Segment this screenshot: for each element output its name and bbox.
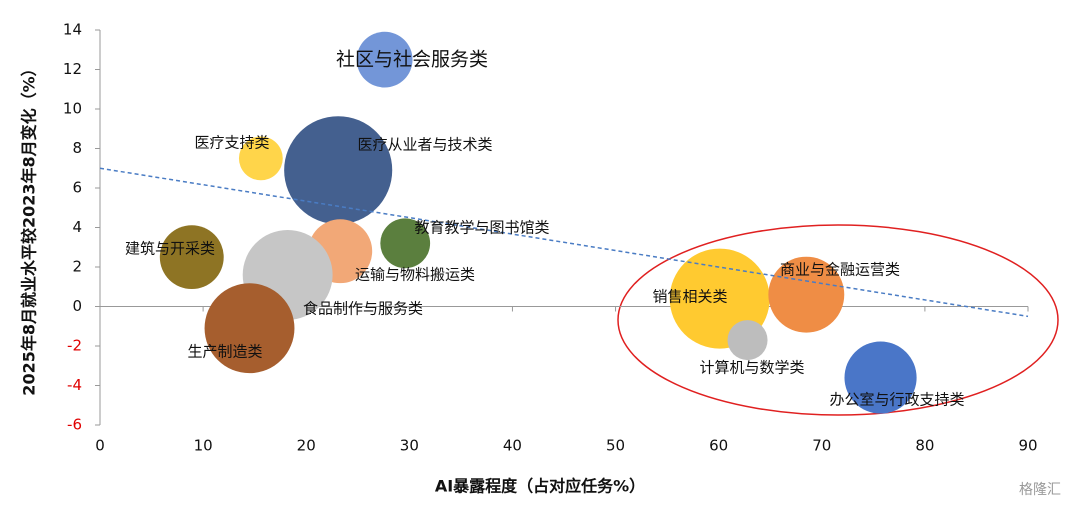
- bubble-label: 办公室与行政支持类: [829, 391, 964, 409]
- bubble: [238, 136, 283, 181]
- x-tick-label: 40: [503, 437, 522, 455]
- bubble-label: 医疗支持类: [194, 134, 269, 152]
- y-tick-label: 4: [72, 218, 82, 236]
- bubble: [204, 283, 295, 374]
- highlight-ellipse: [617, 224, 1059, 416]
- bubble: [768, 256, 845, 333]
- y-tick-label: -6: [67, 416, 82, 434]
- y-tick-label: 14: [63, 21, 82, 39]
- x-tick-label: 50: [606, 437, 625, 455]
- bubble-label: 商业与金融运营类: [780, 261, 900, 279]
- x-tick-label: 80: [915, 437, 934, 455]
- bubble: [356, 31, 413, 88]
- x-tick-label: 10: [194, 437, 213, 455]
- bubble-label: 销售相关类: [652, 288, 727, 306]
- x-tick-label: 90: [1018, 437, 1037, 455]
- bubble-label: 食品制作与服务类: [303, 300, 423, 318]
- bubble: [844, 341, 917, 414]
- trend-line: [99, 167, 1029, 318]
- y-tick-label: 12: [63, 60, 82, 78]
- bubble: [159, 225, 224, 290]
- y-tick-label: 8: [72, 139, 82, 157]
- bubble-label: 医疗从业者与技术类: [357, 136, 492, 154]
- bubble-label: 计算机与数学类: [699, 359, 804, 377]
- y-tick-label: -4: [67, 376, 82, 394]
- bubble-label: 教育教学与图书馆类: [414, 219, 549, 237]
- bubble-label: 建筑与开采类: [125, 240, 215, 258]
- bubble: [727, 320, 768, 361]
- bubble-label: 运输与物料搬运类: [355, 266, 475, 284]
- y-tick-label: 0: [72, 297, 82, 315]
- x-tick-label: 20: [297, 437, 316, 455]
- x-tick-label: 0: [95, 437, 105, 455]
- watermark: 格隆汇: [1019, 482, 1061, 498]
- x-tick-label: 60: [709, 437, 728, 455]
- y-tick-label: 10: [63, 100, 82, 118]
- y-tick-label: 6: [72, 179, 82, 197]
- bubble: [380, 218, 431, 269]
- x-tick-label: 30: [400, 437, 419, 455]
- bubble-label: 生产制造类: [187, 343, 262, 361]
- bubble-label: 社区与社会服务类: [336, 49, 488, 71]
- x-axis-label: AI暴露程度（占对应任务%）: [435, 477, 645, 496]
- bubble: [284, 116, 393, 225]
- y-axis-label: 2025年8月就业水平较2023年8月变化（%）: [20, 60, 39, 395]
- x-tick-label: 70: [812, 437, 831, 455]
- y-tick-label: -2: [67, 337, 82, 355]
- y-tick-label: 2: [72, 258, 82, 276]
